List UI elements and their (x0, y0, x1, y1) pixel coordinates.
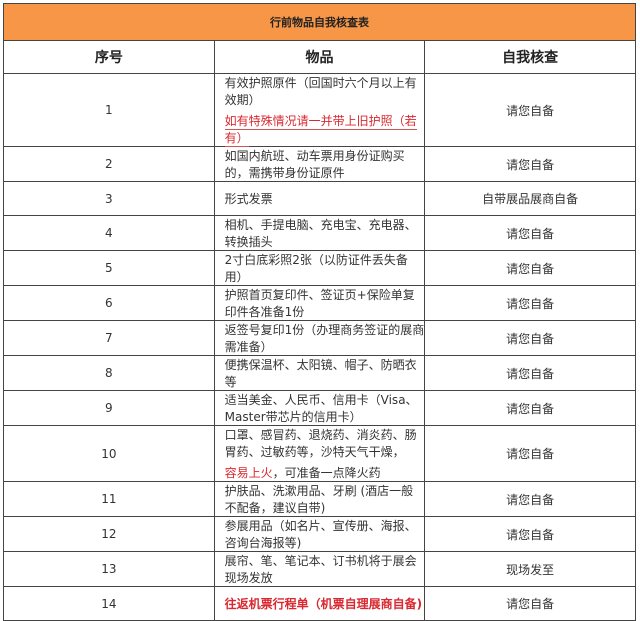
row-item: 返签号复印1份（办理商务签证的展商需准备） (213, 320, 426, 356)
checklist-table: 行前物品自我核查表 序号 物品 自我核查 1 有效护照原件（回国时六个月以上有效… (3, 3, 636, 621)
item-note: 容易上火 (224, 466, 273, 480)
item-text: 口罩、感冒药、退烧药、消炎药、肠胃药、过敏药等，沙特天气干燥， (224, 428, 417, 459)
row-item: 参展用品（如名片、宣传册、海报、咨询台海报等) (213, 516, 426, 552)
table-row: 7 返签号复印1份（办理商务签证的展商需准备） 请您自备 (3, 320, 636, 356)
row-item: 2寸白底彩照2张（以防证件丢失备用） (213, 250, 426, 286)
row-item: 护照首页复印件、签证页+保险单复印件各准备1份 (213, 285, 426, 321)
row-item: 往返机票行程单（机票自理展商自备) (213, 586, 426, 621)
row-no: 9 (3, 390, 215, 426)
row-check: 请您自备 (424, 390, 636, 426)
row-no: 7 (3, 320, 215, 356)
row-check: 请您自备 (424, 425, 636, 482)
row-no: 6 (3, 285, 215, 321)
table-row: 1 有效护照原件（回国时六个月以上有效期） 如有特殊情况请一并带上旧护照（若有）… (3, 73, 636, 147)
row-item: 相机、手提电脑、充电宝、充电器、转换插头 (213, 215, 426, 251)
table-row: 3 形式发票 自带展品展商自备 (3, 181, 636, 216)
table-row: 4 相机、手提电脑、充电宝、充电器、转换插头 请您自备 (3, 215, 636, 251)
row-check: 请您自备 (424, 586, 636, 621)
row-no: 4 (3, 215, 215, 251)
row-item: 形式发票 (213, 181, 426, 216)
header-item: 物品 (213, 40, 426, 74)
row-item: 有效护照原件（回国时六个月以上有效期） 如有特殊情况请一并带上旧护照（若有） (213, 73, 426, 147)
table-row: 5 2寸白底彩照2张（以防证件丢失备用） 请您自备 (3, 250, 636, 286)
row-check: 请您自备 (424, 355, 636, 391)
row-check: 自带展品展商自备 (424, 181, 636, 216)
item-text: 有效护照原件（回国时六个月以上有效期） (224, 76, 417, 107)
row-check: 请您自备 (424, 73, 636, 147)
table-row: 14 往返机票行程单（机票自理展商自备) 请您自备 (3, 586, 636, 621)
header-check: 自我核查 (424, 40, 636, 74)
row-no: 2 (3, 146, 215, 182)
row-check: 请您自备 (424, 320, 636, 356)
item-note: 如有特殊情况请一并带上旧护照（若有） (224, 114, 417, 147)
row-item: 口罩、感冒药、退烧药、消炎药、肠胃药、过敏药等，沙特天气干燥， 容易上火，可准备… (213, 425, 426, 482)
table-title: 行前物品自我核查表 (3, 3, 636, 41)
table-row: 12 参展用品（如名片、宣传册、海报、咨询台海报等) 请您自备 (3, 516, 636, 552)
header-row: 序号 物品 自我核查 (3, 40, 636, 74)
row-no: 12 (3, 516, 215, 552)
row-check: 请您自备 (424, 285, 636, 321)
table-row: 2 如国内航班、动车票用身份证购买的，需携带身份证原件 请您自备 (3, 146, 636, 182)
header-no: 序号 (3, 40, 215, 74)
row-no: 8 (3, 355, 215, 391)
table-row: 6 护照首页复印件、签证页+保险单复印件各准备1份 请您自备 (3, 285, 636, 321)
row-item: 展帘、笔、笔记本、订书机将于展会现场发放 (213, 551, 426, 587)
table-row: 10 口罩、感冒药、退烧药、消炎药、肠胃药、过敏药等，沙特天气干燥， 容易上火，… (3, 425, 636, 482)
row-no: 1 (3, 73, 215, 147)
table-row: 8 便携保温杯、太阳镜、帽子、防晒衣等 请您自备 (3, 355, 636, 391)
table-row: 9 适当美金、人民币、信用卡（Visa、Master带芯片的信用卡） 请您自备 (3, 390, 636, 426)
row-no: 13 (3, 551, 215, 587)
row-no: 10 (3, 425, 215, 482)
row-item: 如国内航班、动车票用身份证购买的，需携带身份证原件 (213, 146, 426, 182)
row-check: 请您自备 (424, 146, 636, 182)
row-item: 护肤品、洗漱用品、牙刷 (酒店一般不配备，建议自带) (213, 481, 426, 517)
row-check: 请您自备 (424, 516, 636, 552)
row-item: 适当美金、人民币、信用卡（Visa、Master带芯片的信用卡） (213, 390, 426, 426)
row-check: 现场发至 (424, 551, 636, 587)
row-no: 3 (3, 181, 215, 216)
row-check: 请您自备 (424, 215, 636, 251)
table-row: 11 护肤品、洗漱用品、牙刷 (酒店一般不配备，建议自带) 请您自备 (3, 481, 636, 517)
row-check: 请您自备 (424, 250, 636, 286)
row-item: 便携保温杯、太阳镜、帽子、防晒衣等 (213, 355, 426, 391)
row-check: 请您自备 (424, 481, 636, 517)
table-row: 13 展帘、笔、笔记本、订书机将于展会现场发放 现场发至 (3, 551, 636, 587)
row-no: 11 (3, 481, 215, 517)
row-no: 5 (3, 250, 215, 286)
item-text-tail: ，可准备一点降火药 (272, 466, 381, 480)
row-no: 14 (3, 586, 215, 621)
